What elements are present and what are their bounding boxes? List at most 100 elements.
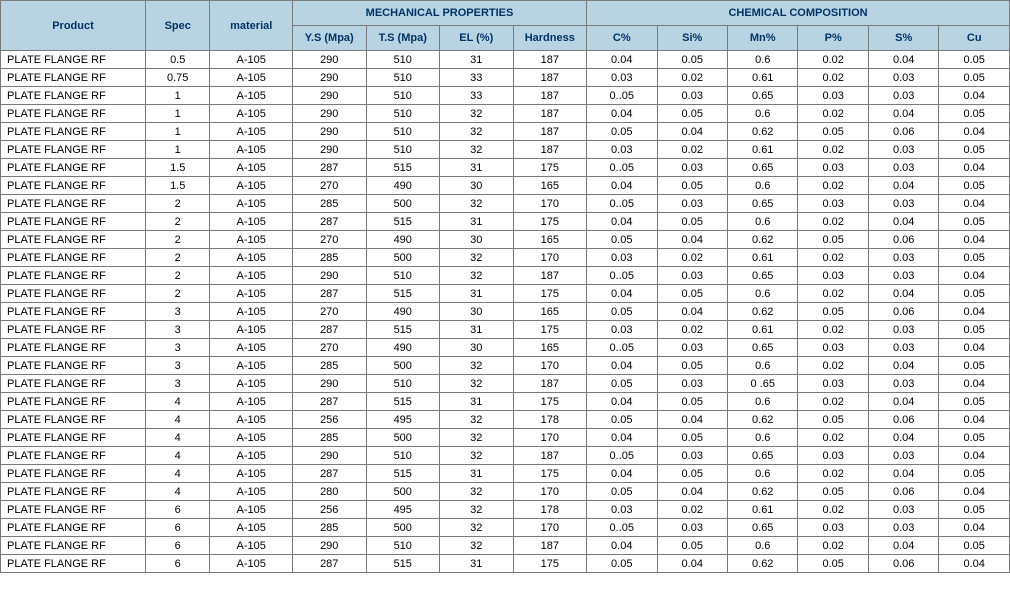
cell: 290	[293, 51, 367, 69]
cell: 3	[146, 321, 210, 339]
cell: 32	[440, 411, 514, 429]
cell: A-105	[210, 177, 293, 195]
cell: 0.04	[939, 195, 1010, 213]
cell: 0.04	[587, 285, 657, 303]
cell: 2	[146, 195, 210, 213]
cell: 170	[513, 429, 587, 447]
cell: 0.6	[727, 429, 797, 447]
cell: 0.04	[657, 231, 727, 249]
cell: 187	[513, 537, 587, 555]
cell: 32	[440, 375, 514, 393]
cell: 285	[293, 429, 367, 447]
cell: A-105	[210, 555, 293, 573]
col-group-chemical: CHEMICAL COMPOSITION	[587, 1, 1010, 26]
cell: 0.65	[727, 159, 797, 177]
cell: 0.6	[727, 465, 797, 483]
cell: 0.6	[727, 393, 797, 411]
cell: 0.03	[657, 87, 727, 105]
cell: 0.06	[868, 123, 938, 141]
cell: PLATE FLANGE RF	[1, 465, 146, 483]
cell: 0.6	[727, 51, 797, 69]
table-row: PLATE FLANGE RF3A-105285500321700.040.05…	[1, 357, 1010, 375]
cell: 0.05	[657, 537, 727, 555]
cell: PLATE FLANGE RF	[1, 555, 146, 573]
cell: 0.05	[798, 411, 868, 429]
col-c: C%	[587, 26, 657, 51]
cell: 0.62	[727, 123, 797, 141]
cell: 0.02	[798, 69, 868, 87]
cell: A-105	[210, 141, 293, 159]
cell: 0.05	[939, 465, 1010, 483]
cell: 32	[440, 429, 514, 447]
cell: 0.02	[798, 501, 868, 519]
col-hard: Hardness	[513, 26, 587, 51]
cell: 33	[440, 87, 514, 105]
cell: PLATE FLANGE RF	[1, 501, 146, 519]
cell: 0.02	[798, 105, 868, 123]
cell: 500	[366, 357, 440, 375]
cell: A-105	[210, 69, 293, 87]
cell: 2	[146, 285, 210, 303]
cell: 0.04	[657, 303, 727, 321]
cell: PLATE FLANGE RF	[1, 159, 146, 177]
col-material: material	[210, 1, 293, 51]
cell: 270	[293, 339, 367, 357]
cell: 287	[293, 159, 367, 177]
cell: 0.04	[657, 411, 727, 429]
cell: 287	[293, 213, 367, 231]
cell: 31	[440, 285, 514, 303]
cell: 0.04	[868, 105, 938, 123]
cell: A-105	[210, 51, 293, 69]
cell: 0.03	[868, 87, 938, 105]
cell: 165	[513, 231, 587, 249]
cell: 178	[513, 411, 587, 429]
table-row: PLATE FLANGE RF3A-105290510321870.050.03…	[1, 375, 1010, 393]
cell: 0.04	[939, 411, 1010, 429]
cell: 285	[293, 249, 367, 267]
cell: 0..05	[587, 519, 657, 537]
cell: 0.05	[939, 51, 1010, 69]
cell: PLATE FLANGE RF	[1, 267, 146, 285]
cell: 0.03	[587, 249, 657, 267]
cell: 31	[440, 465, 514, 483]
cell: 0.03	[798, 267, 868, 285]
cell: 290	[293, 267, 367, 285]
table-row: PLATE FLANGE RF1.5A-105270490301650.040.…	[1, 177, 1010, 195]
cell: 0.65	[727, 339, 797, 357]
table-row: PLATE FLANGE RF2A-105285500321700..050.0…	[1, 195, 1010, 213]
cell: 1	[146, 123, 210, 141]
cell: 1.5	[146, 177, 210, 195]
cell: 270	[293, 231, 367, 249]
cell: 175	[513, 555, 587, 573]
cell: 500	[366, 429, 440, 447]
cell: PLATE FLANGE RF	[1, 105, 146, 123]
cell: 187	[513, 87, 587, 105]
cell: 0.05	[939, 285, 1010, 303]
cell: 510	[366, 123, 440, 141]
cell: A-105	[210, 123, 293, 141]
cell: 170	[513, 195, 587, 213]
cell: 515	[366, 321, 440, 339]
cell: 0.05	[939, 105, 1010, 123]
table-row: PLATE FLANGE RF1A-105290510321870.040.05…	[1, 105, 1010, 123]
cell: 515	[366, 393, 440, 411]
cell: A-105	[210, 87, 293, 105]
table-row: PLATE FLANGE RF4A-105285500321700.040.05…	[1, 429, 1010, 447]
cell: 0.03	[657, 267, 727, 285]
cell: 4	[146, 411, 210, 429]
cell: 0.04	[587, 213, 657, 231]
cell: 0.6	[727, 357, 797, 375]
cell: 0.65	[727, 519, 797, 537]
cell: 2	[146, 267, 210, 285]
cell: 0.04	[939, 87, 1010, 105]
cell: A-105	[210, 519, 293, 537]
cell: 170	[513, 357, 587, 375]
cell: 187	[513, 447, 587, 465]
cell: 0.5	[146, 51, 210, 69]
cell: 285	[293, 357, 367, 375]
cell: 287	[293, 321, 367, 339]
cell: 32	[440, 483, 514, 501]
cell: A-105	[210, 447, 293, 465]
cell: 0.05	[657, 393, 727, 411]
cell: 0.65	[727, 87, 797, 105]
